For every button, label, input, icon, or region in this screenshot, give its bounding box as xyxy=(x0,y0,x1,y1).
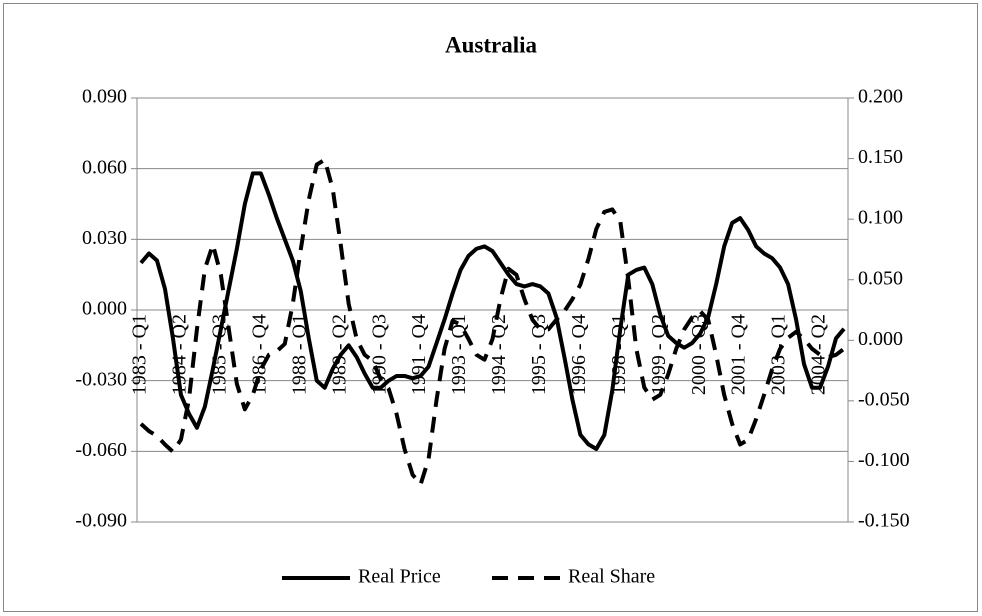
y-tick-label: 0.000 xyxy=(82,298,127,320)
y-tick-label: -0.060 xyxy=(75,439,127,461)
y2-tick-label: 0.100 xyxy=(858,207,903,229)
y2-tick-label: 0.000 xyxy=(858,328,903,350)
y-tick-label: 0.090 xyxy=(82,86,127,108)
x-tick-label: 1991 - Q4 xyxy=(408,314,430,395)
y-tick-label: -0.030 xyxy=(75,368,127,390)
x-tick-label: 1996 - Q4 xyxy=(568,314,590,395)
y-tick-label: 0.060 xyxy=(82,156,127,178)
series-line xyxy=(139,171,846,451)
x-tick-label: 1988 - Q1 xyxy=(288,314,310,395)
x-tick-label: 1994 - Q2 xyxy=(488,314,510,395)
y2-tick-label: 0.200 xyxy=(858,86,903,108)
legend-label: Real Price xyxy=(358,566,441,588)
x-tick-label: 1986 - Q4 xyxy=(248,314,270,395)
x-tick-label: 1983 - Q1 xyxy=(129,314,151,395)
y2-tick-label: 0.150 xyxy=(858,146,903,168)
x-tick-label: 2001 - Q4 xyxy=(728,314,750,395)
y2-tick-label: -0.150 xyxy=(858,510,910,532)
x-tick-label: 1999 - Q2 xyxy=(648,314,670,395)
x-tick-label: 2000 - Q3 xyxy=(688,314,710,395)
y-tick-label: -0.090 xyxy=(75,510,127,532)
x-tick-label: 1990 - Q3 xyxy=(368,314,390,395)
y2-tick-label: -0.100 xyxy=(858,449,910,471)
chart-title: Australia xyxy=(445,32,538,57)
y2-tick-label: -0.050 xyxy=(858,388,910,410)
y2-tick-label: 0.050 xyxy=(858,267,903,289)
chart-frame xyxy=(3,3,978,612)
legend-label: Real Share xyxy=(568,566,655,588)
series-line xyxy=(139,157,846,487)
x-tick-label: 1995 - Q3 xyxy=(528,314,550,395)
y-tick-label: 0.030 xyxy=(82,227,127,249)
x-tick-label: 1985 - Q3 xyxy=(208,314,230,395)
